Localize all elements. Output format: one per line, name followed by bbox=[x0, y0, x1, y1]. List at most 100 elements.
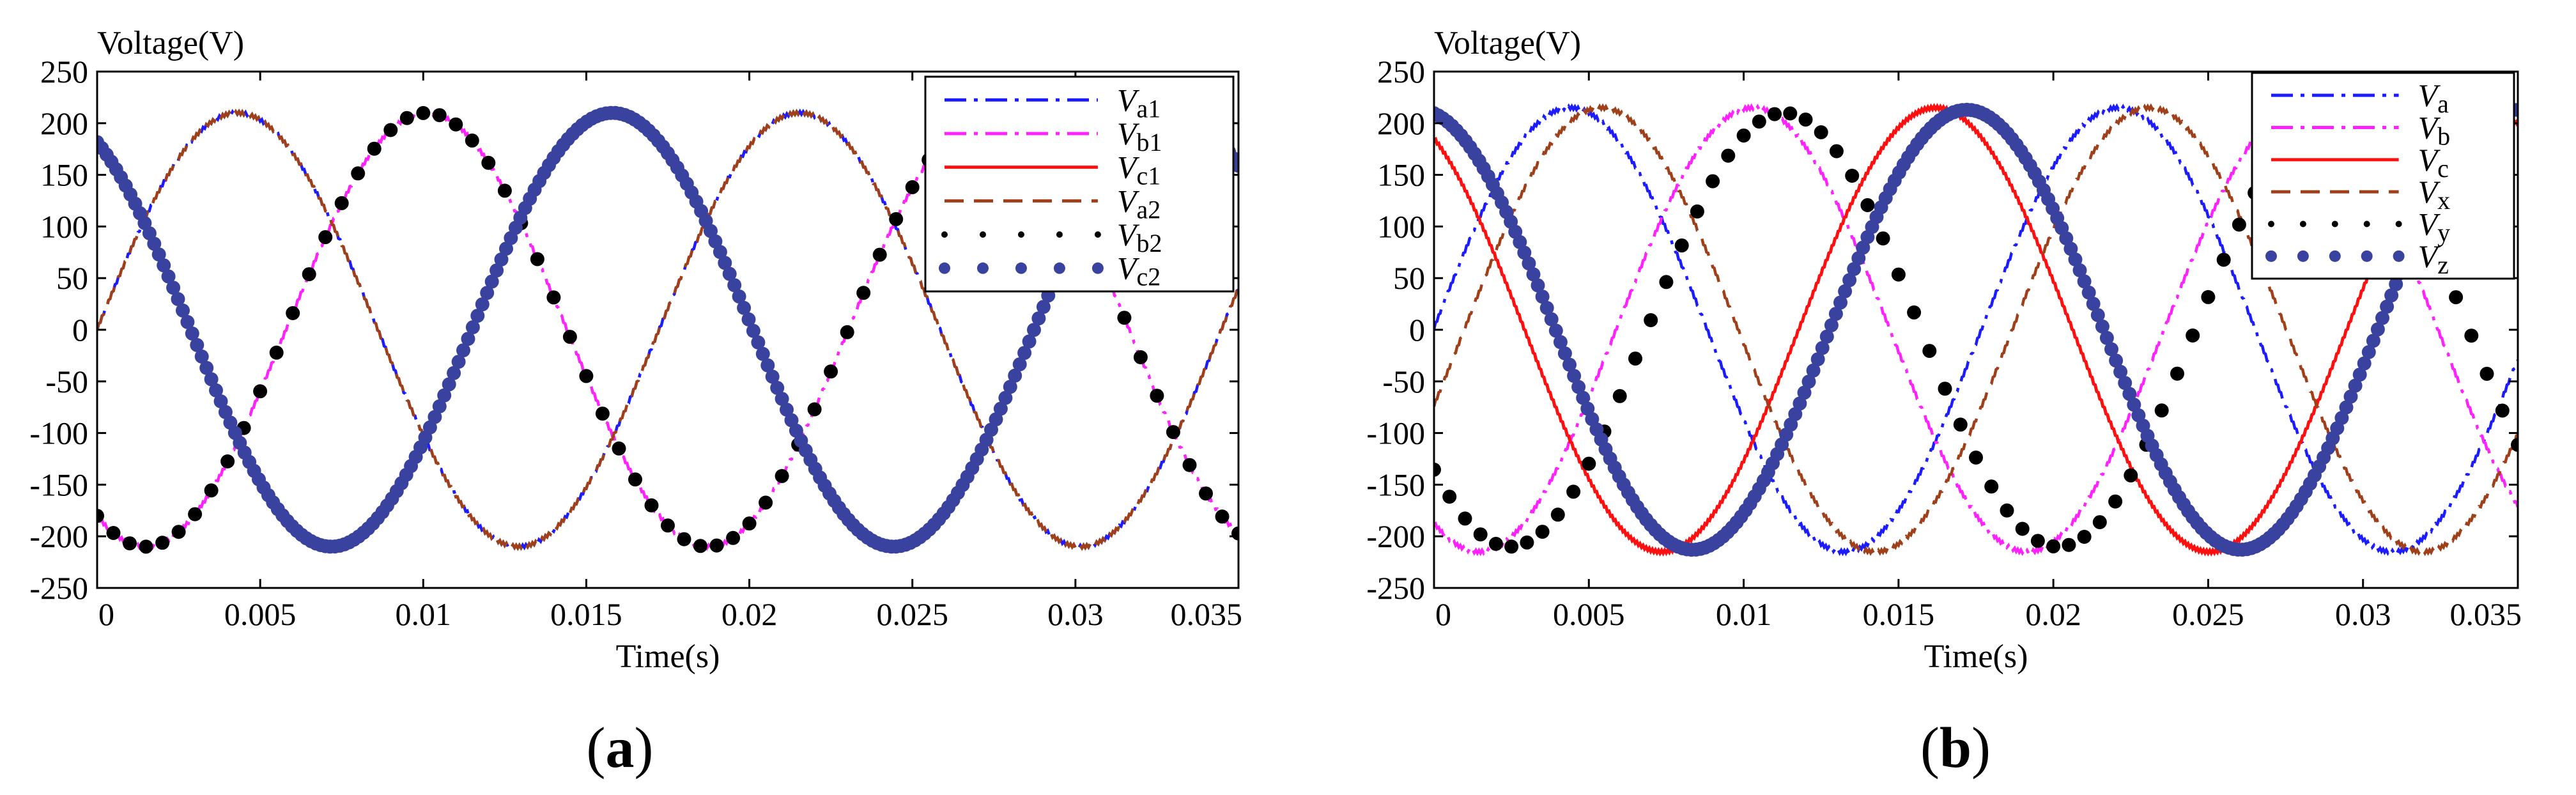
legend-item-vc2: Vc2 bbox=[939, 251, 1161, 291]
series-vc2-point bbox=[708, 234, 723, 249]
legend-label: Va2 bbox=[1117, 183, 1161, 224]
series-vc2-point bbox=[166, 281, 181, 295]
y-tick-label: -100 bbox=[1366, 415, 1425, 451]
x-tick-label: 0.01 bbox=[1716, 596, 1772, 632]
legend-swatch-dot bbox=[1056, 231, 1063, 238]
y-tick-label: 200 bbox=[1377, 105, 1425, 141]
series-vy-point bbox=[1922, 344, 1937, 359]
series-vy-point bbox=[2201, 289, 2216, 304]
series-va2-line bbox=[97, 108, 1238, 552]
legend-item-vb2: Vb2 bbox=[941, 217, 1162, 258]
legend-subscript: a bbox=[2437, 89, 2449, 118]
series-vz-point bbox=[1576, 390, 1591, 405]
y-tick-label: 150 bbox=[1377, 157, 1425, 193]
legend-swatch-dot bbox=[2265, 250, 2277, 262]
series-vc2-point bbox=[713, 245, 727, 259]
series-vc2-point bbox=[499, 242, 513, 256]
legend-subscript: y bbox=[2437, 219, 2450, 247]
series-vc2-point bbox=[1012, 357, 1027, 372]
series-vy-point bbox=[1458, 511, 1472, 526]
caption-open-paren: ( bbox=[587, 716, 606, 780]
series-vz-point bbox=[1815, 341, 1830, 355]
series-vc2-point bbox=[1022, 334, 1037, 349]
series-vc2-point bbox=[180, 314, 195, 329]
series-vy-point bbox=[1752, 114, 1766, 129]
legend-box bbox=[924, 75, 1235, 293]
series-vb2-point bbox=[612, 441, 626, 456]
y-tick-label: -250 bbox=[29, 570, 88, 606]
series-vc2-point bbox=[176, 303, 190, 318]
legend-label: Vc bbox=[2418, 142, 2449, 183]
series-vz-point bbox=[1806, 363, 1821, 378]
y-tick-label: 150 bbox=[40, 157, 88, 193]
series-vb2-point bbox=[644, 498, 659, 513]
series-vz-point bbox=[1562, 357, 1577, 372]
legend-swatch-dot bbox=[2395, 220, 2402, 228]
series-vz-point bbox=[2095, 319, 2109, 334]
legend-subscript: b bbox=[2437, 122, 2450, 151]
series-vc2-point bbox=[727, 278, 742, 293]
series-vb2-point bbox=[872, 247, 887, 262]
series-vc2-point bbox=[451, 355, 466, 369]
series-vc2-point bbox=[171, 292, 185, 306]
legend-symbol: V bbox=[2418, 238, 2441, 274]
series-vc2-point bbox=[199, 360, 214, 375]
series-vc2-point bbox=[1036, 300, 1051, 314]
series-vz-point bbox=[2389, 277, 2403, 291]
series-vb2-point bbox=[546, 290, 561, 305]
series-vc2-point bbox=[751, 335, 766, 350]
series-vz-point bbox=[1544, 312, 1559, 327]
series-vy-point bbox=[1659, 275, 1674, 289]
caption-letter: b bbox=[1940, 716, 1971, 780]
legend-swatch-dot bbox=[2331, 220, 2338, 228]
series-vz-point bbox=[2109, 353, 2124, 368]
chart-panel-b: -250 -200 -150 -100 -50 0 50 100 150 200 250 0 0.005… bbox=[1366, 25, 2522, 780]
x-tick-label: 0 bbox=[98, 596, 114, 632]
legend-item-vx: Vx bbox=[2271, 174, 2450, 215]
series-vz-point bbox=[2370, 322, 2385, 337]
x-tick-label: 0.005 bbox=[1553, 596, 1625, 632]
x-tick-label: 0.025 bbox=[876, 596, 948, 632]
series-vb2-point bbox=[449, 117, 463, 132]
series-vb2-point bbox=[1166, 425, 1180, 440]
series-vy-point bbox=[1550, 507, 1565, 522]
series-vb2-point bbox=[661, 518, 675, 533]
series-vz-point bbox=[2099, 330, 2114, 345]
series-vc2-point bbox=[780, 403, 794, 417]
series-vb2-point bbox=[253, 384, 268, 399]
series-vy-point bbox=[1488, 537, 1503, 551]
x-tick-label: 0.035 bbox=[1171, 596, 1243, 632]
series-vz-point bbox=[2375, 311, 2389, 325]
series-vy-point bbox=[2186, 328, 2200, 343]
y-tick-label: -200 bbox=[1366, 518, 1425, 554]
series-vz-point bbox=[1793, 396, 1807, 411]
chart-panel-a: -250 -200 -150 -100 -50 0 50 100 150 200 250 0 0.005… bbox=[29, 25, 1243, 780]
series-vc2-point bbox=[161, 269, 176, 284]
series-vc2-point bbox=[461, 332, 475, 346]
series-vc2-point bbox=[157, 258, 171, 273]
x-axis-label: Time(s) bbox=[616, 638, 720, 675]
series-vb2-point bbox=[481, 155, 496, 170]
series-vb2-point bbox=[188, 507, 203, 521]
series-vc2-point bbox=[746, 323, 760, 338]
series-vy-point bbox=[2232, 217, 2246, 232]
series-vc2-point bbox=[185, 326, 199, 341]
legend-label: Vc1 bbox=[1117, 150, 1161, 190]
series-vz-point bbox=[1819, 329, 1834, 344]
series-vz-point bbox=[2343, 389, 2358, 404]
legend-item-vb: Vb bbox=[2271, 110, 2450, 151]
legend-label: Vb1 bbox=[1117, 116, 1162, 157]
series-vb2-point bbox=[269, 345, 284, 360]
legend-item-vz: Vz bbox=[2265, 238, 2449, 279]
series-vz-point bbox=[2113, 364, 2128, 379]
series-vc2-point bbox=[428, 410, 442, 424]
series-vy-point bbox=[1504, 539, 1519, 554]
legend-subscript: a2 bbox=[1136, 195, 1161, 224]
series-vy-point bbox=[1520, 535, 1534, 550]
series-vb2-point bbox=[759, 495, 773, 510]
series-vz-point bbox=[1842, 273, 1857, 288]
series-vb2-point bbox=[889, 212, 904, 226]
